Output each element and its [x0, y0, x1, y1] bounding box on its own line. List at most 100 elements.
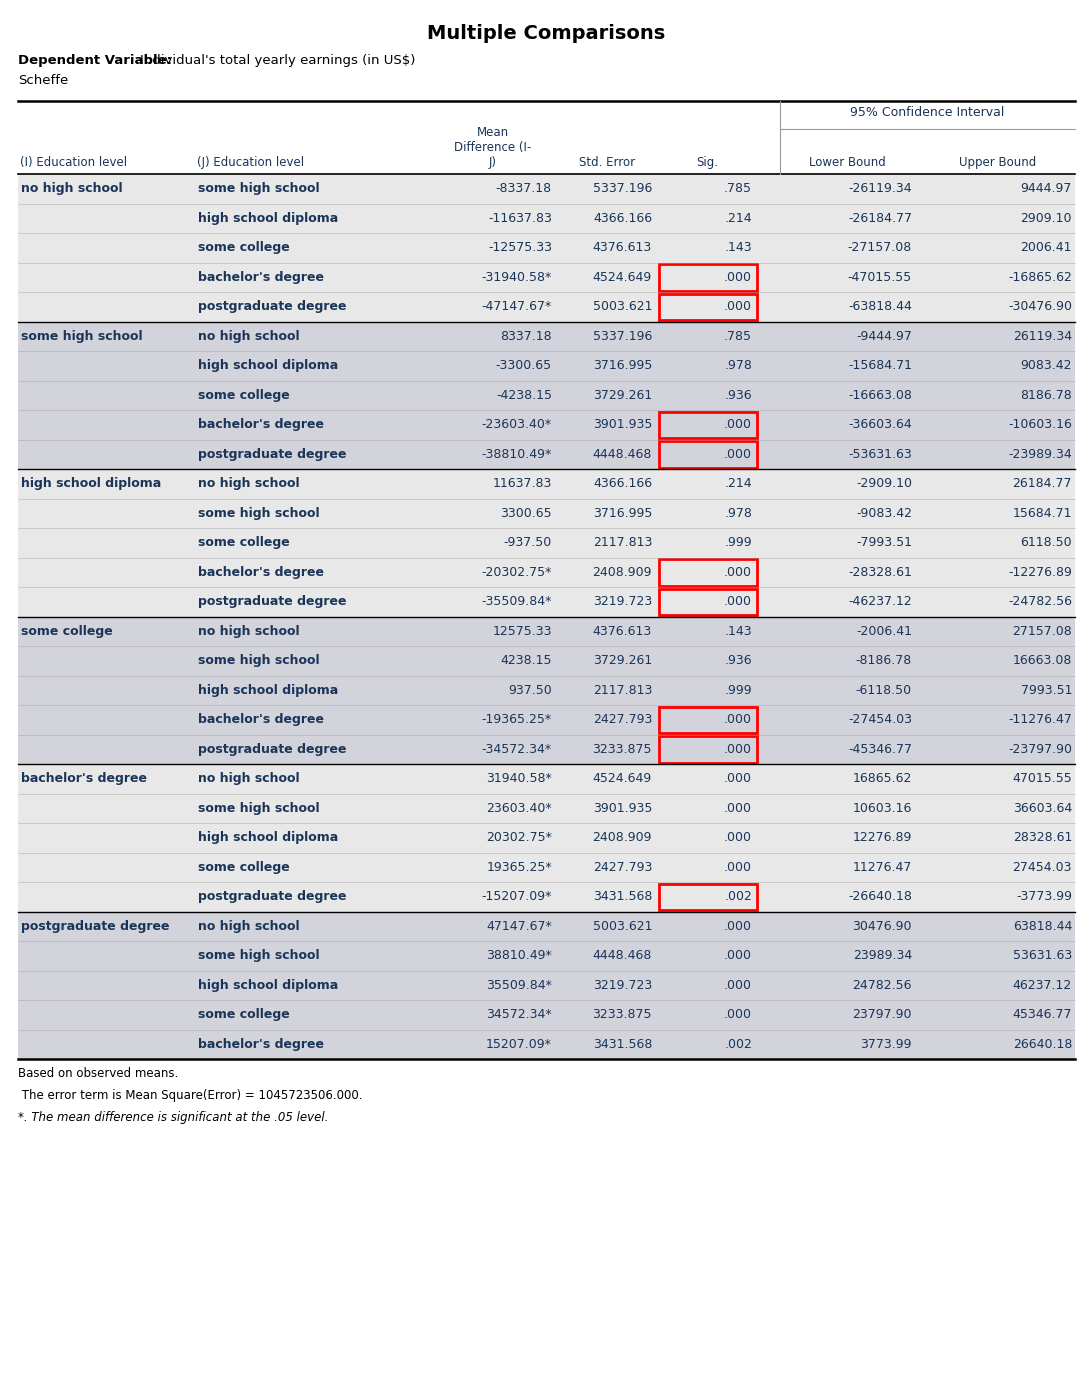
Text: 26640.18: 26640.18: [1012, 1038, 1072, 1051]
Text: no high school: no high school: [198, 477, 299, 491]
Text: 5337.196: 5337.196: [593, 330, 652, 343]
Text: 5337.196: 5337.196: [593, 182, 652, 196]
Text: .000: .000: [724, 772, 752, 785]
Text: .002: .002: [724, 1038, 752, 1051]
Text: -23797.90: -23797.90: [1008, 743, 1072, 756]
Text: 26119.34: 26119.34: [1013, 330, 1072, 343]
Text: 3716.995: 3716.995: [593, 360, 652, 372]
Text: 4376.613: 4376.613: [593, 625, 652, 637]
Text: high school diploma: high school diploma: [198, 832, 339, 844]
Text: -53631.63: -53631.63: [848, 448, 912, 461]
Text: 47147.67*: 47147.67*: [486, 920, 551, 932]
Bar: [17, 793, 1075, 823]
Text: -8337.18: -8337.18: [496, 182, 551, 196]
Text: 2408.909: 2408.909: [593, 565, 652, 579]
Text: .000: .000: [724, 418, 752, 432]
Text: Scheffe: Scheffe: [17, 74, 68, 87]
Bar: [17, 852, 1075, 883]
Bar: [17, 292, 1075, 321]
Text: -31940.58*: -31940.58*: [482, 270, 551, 284]
Bar: [17, 557, 1075, 587]
Text: 12276.89: 12276.89: [853, 832, 912, 844]
Text: 28328.61: 28328.61: [1012, 832, 1072, 844]
Text: -2006.41: -2006.41: [856, 625, 912, 637]
Text: Std. Error: Std. Error: [580, 156, 636, 170]
Text: .978: .978: [724, 506, 752, 520]
Text: 5003.621: 5003.621: [593, 301, 652, 313]
Text: -937.50: -937.50: [503, 536, 551, 549]
Text: .999: .999: [724, 684, 752, 696]
Text: -15684.71: -15684.71: [848, 360, 912, 372]
Text: 4238.15: 4238.15: [500, 654, 551, 667]
Text: (J) Education level: (J) Education level: [197, 156, 305, 170]
Text: 11637.83: 11637.83: [492, 477, 551, 491]
Text: 3300.65: 3300.65: [500, 506, 551, 520]
Text: -16865.62: -16865.62: [1008, 270, 1072, 284]
Text: -35509.84*: -35509.84*: [482, 596, 551, 608]
Text: high school diploma: high school diploma: [198, 684, 339, 696]
Text: 45346.77: 45346.77: [1012, 1008, 1072, 1022]
Bar: [658, 884, 757, 910]
Text: (I) Education level: (I) Education level: [20, 156, 127, 170]
Text: .785: .785: [724, 330, 752, 343]
Text: some high school: some high school: [21, 330, 143, 343]
Text: 4448.468: 4448.468: [593, 448, 652, 461]
Text: postgraduate degree: postgraduate degree: [198, 891, 346, 903]
Text: -11276.47: -11276.47: [1008, 713, 1072, 727]
Text: .000: .000: [724, 270, 752, 284]
Text: -34572.34*: -34572.34*: [482, 743, 551, 756]
Text: -26184.77: -26184.77: [848, 212, 912, 225]
Text: .936: .936: [724, 389, 752, 401]
Bar: [17, 410, 1075, 440]
Bar: [17, 823, 1075, 852]
Text: 3901.935: 3901.935: [593, 418, 652, 432]
Text: .999: .999: [724, 536, 752, 549]
Text: high school diploma: high school diploma: [198, 212, 339, 225]
Text: 3219.723: 3219.723: [593, 979, 652, 992]
Bar: [658, 706, 757, 734]
Bar: [17, 1000, 1075, 1030]
Text: bachelor's degree: bachelor's degree: [198, 565, 324, 579]
Text: -23603.40*: -23603.40*: [482, 418, 551, 432]
Text: .000: .000: [724, 1008, 752, 1022]
Text: 10603.16: 10603.16: [853, 801, 912, 815]
Text: no high school: no high school: [198, 772, 299, 785]
Text: 3901.935: 3901.935: [593, 801, 652, 815]
Text: .000: .000: [724, 860, 752, 874]
Text: postgraduate degree: postgraduate degree: [21, 920, 169, 932]
Bar: [17, 233, 1075, 262]
Text: .000: .000: [724, 713, 752, 727]
Text: some college: some college: [198, 389, 289, 401]
Text: 2006.41: 2006.41: [1021, 241, 1072, 254]
Text: 3219.723: 3219.723: [593, 596, 652, 608]
Text: -6118.50: -6118.50: [856, 684, 912, 696]
Text: 3729.261: 3729.261: [593, 389, 652, 401]
Text: no high school: no high school: [198, 625, 299, 637]
Bar: [17, 764, 1075, 793]
Text: 20302.75*: 20302.75*: [486, 832, 551, 844]
Text: high school diploma: high school diploma: [198, 979, 339, 992]
Text: -4238.15: -4238.15: [496, 389, 551, 401]
Text: -27454.03: -27454.03: [848, 713, 912, 727]
Text: -47015.55: -47015.55: [847, 270, 912, 284]
Text: postgraduate degree: postgraduate degree: [198, 743, 346, 756]
Text: .000: .000: [724, 832, 752, 844]
Text: .000: .000: [724, 801, 752, 815]
Text: -27157.08: -27157.08: [847, 241, 912, 254]
Text: -30476.90: -30476.90: [1008, 301, 1072, 313]
Text: -12276.89: -12276.89: [1008, 565, 1072, 579]
Bar: [658, 263, 757, 291]
Text: 3729.261: 3729.261: [593, 654, 652, 667]
Text: -8186.78: -8186.78: [856, 654, 912, 667]
Text: bachelor's degree: bachelor's degree: [198, 418, 324, 432]
Bar: [17, 735, 1075, 764]
Text: bachelor's degree: bachelor's degree: [198, 713, 324, 727]
Text: some college: some college: [198, 241, 289, 254]
Text: 2408.909: 2408.909: [593, 832, 652, 844]
Text: -9444.97: -9444.97: [856, 330, 912, 343]
Text: .143: .143: [724, 241, 752, 254]
Text: -45346.77: -45346.77: [848, 743, 912, 756]
Bar: [17, 469, 1075, 498]
Text: 4366.166: 4366.166: [593, 212, 652, 225]
Bar: [658, 558, 757, 586]
